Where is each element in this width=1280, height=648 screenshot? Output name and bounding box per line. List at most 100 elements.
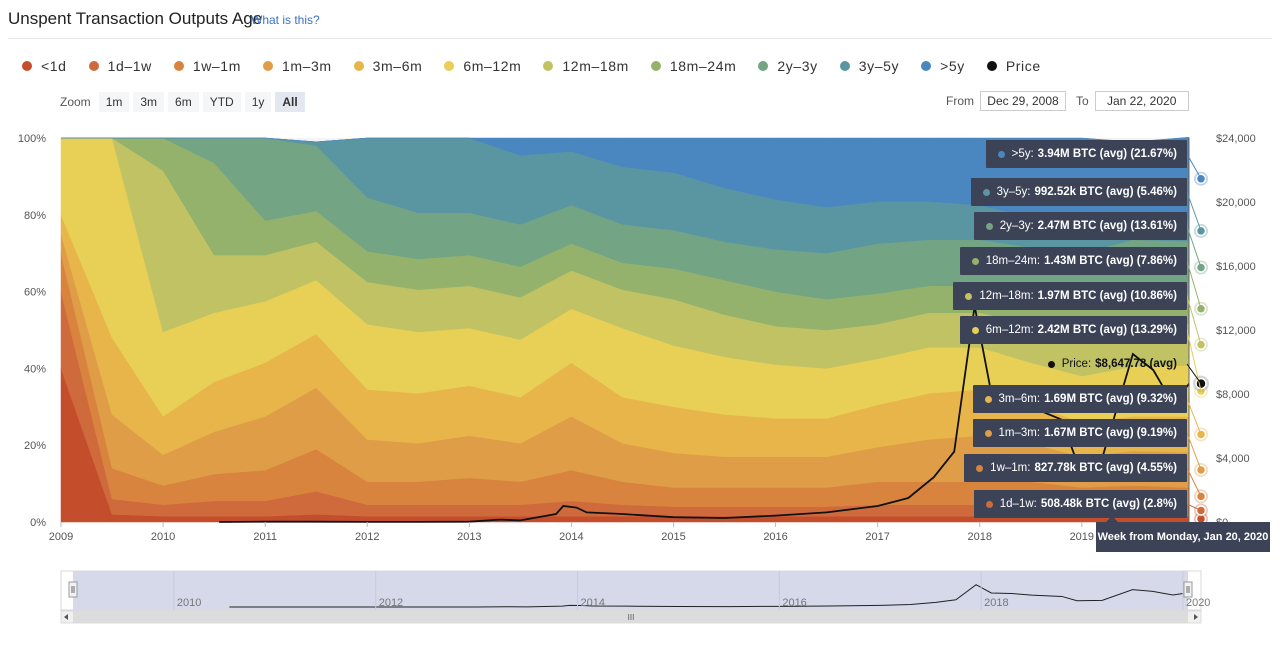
navigator-label: 2016 <box>782 597 806 609</box>
y-left-tick-label: 100% <box>18 133 46 145</box>
tooltip-item-1: 3y–5y: 992.52k BTC (avg) (5.46%) <box>970 178 1187 206</box>
legend-label: 1d–1w <box>107 58 152 74</box>
tooltip-dot <box>985 222 993 230</box>
tooltip-label: 3y–5y: <box>996 186 1031 198</box>
zoom-1y-button[interactable]: 1y <box>244 92 272 112</box>
y-right-tick-label: $20,000 <box>1216 197 1256 209</box>
tooltip-dot <box>1047 360 1055 368</box>
legend-label: 2y–3y <box>777 58 818 74</box>
tooltip-connector <box>1186 363 1202 384</box>
legend-item-5[interactable]: 6m–12m <box>444 58 521 74</box>
to-date-input[interactable] <box>1094 91 1189 111</box>
legend-dot <box>986 61 997 71</box>
tooltip-connector <box>1186 153 1202 180</box>
legend-item-2[interactable]: 1w–1m <box>173 58 241 74</box>
legend: <1d 1d–1w 1w–1m 1m–3m 3m–6m 6m–12m 12m–18m 18m–… <box>22 56 1063 76</box>
legend-item-10[interactable]: >5y <box>921 58 965 74</box>
zoom-all-button[interactable]: All <box>275 92 305 112</box>
legend-item-6[interactable]: 12m–18m <box>543 58 628 74</box>
navigator-frame <box>60 570 1202 611</box>
scroll-left-arrow-icon[interactable] <box>64 614 68 620</box>
tooltip-dot <box>971 326 979 334</box>
tooltip-item-10: 1d–1w: 508.48k BTC (avg) (2.8%) <box>973 490 1187 518</box>
legend-dot <box>22 61 32 71</box>
y-right-tick-label: $4,000 <box>1216 453 1250 465</box>
legend-dot <box>839 61 850 71</box>
legend-item-9[interactable]: 3y–5y <box>839 58 900 74</box>
what-is-this-link[interactable]: What is this? <box>251 13 320 27</box>
tooltip-item-2: 2y–3y: 2.47M BTC (avg) (13.61%) <box>973 212 1187 240</box>
x-tick-label: 2016 <box>763 531 787 543</box>
tooltip-label: Price: <box>1061 358 1092 370</box>
tooltip-dot <box>984 429 992 437</box>
x-tick-label: 2014 <box>559 531 583 543</box>
zoom-controls: Zoom 1m 3m 6m YTD 1y All <box>60 92 305 112</box>
legend-item-8[interactable]: 2y–3y <box>758 58 817 74</box>
legend-dot <box>88 61 99 71</box>
tooltip-value: 2.47M BTC (avg) (13.61%) <box>1037 220 1177 232</box>
navigator-price-line <box>229 584 1189 608</box>
zoom-6m-button[interactable]: 6m <box>168 92 199 112</box>
legend-item-1[interactable]: 1d–1w <box>88 58 152 74</box>
tooltip-item-0: >5y: 3.94M BTC (avg) (21.67%) <box>985 140 1187 168</box>
tooltip-value: 1.43M BTC (avg) (7.86%) <box>1044 255 1177 267</box>
navigator-left-handle[interactable] <box>68 581 78 598</box>
legend-label: <1d <box>41 58 67 74</box>
tooltip-item-4: 12m–18m: 1.97M BTC (avg) (10.86%) <box>953 282 1187 310</box>
from-date-input[interactable] <box>980 91 1066 111</box>
y-left-tick-label: 20% <box>24 440 46 452</box>
scroll-right-arrow-icon[interactable] <box>1194 614 1198 620</box>
zoom-3m-button[interactable]: 3m <box>133 92 165 112</box>
legend-dot <box>262 61 273 71</box>
tooltip-label: 3m–6m: <box>998 393 1041 405</box>
scrollbar-track[interactable] <box>60 610 1202 624</box>
zoom-ytd-button[interactable]: YTD <box>202 92 241 112</box>
tooltip-connector <box>1186 467 1202 497</box>
legend-label: 1m–3m <box>281 58 332 74</box>
tooltip-value: 2.42M BTC (avg) (13.29%) <box>1037 324 1177 336</box>
legend-item-4[interactable]: 3m–6m <box>353 58 423 74</box>
tooltip-value: 508.48k BTC (avg) (2.8%) <box>1040 498 1177 510</box>
legend-item-3[interactable]: 1m–3m <box>262 58 332 74</box>
tooltip-dot <box>976 464 984 472</box>
tooltip-dot <box>997 150 1005 158</box>
legend-item-7[interactable]: 18m–24m <box>650 58 736 74</box>
navigator-label: 2010 <box>177 597 201 609</box>
legend-dot <box>543 61 554 71</box>
tooltip-value: 1.69M BTC (avg) (9.32%) <box>1044 393 1177 405</box>
scrollbar-thumb[interactable] <box>73 611 1188 623</box>
tooltip-value: 992.52k BTC (avg) (5.46%) <box>1034 186 1177 198</box>
tooltip-dot <box>965 292 973 300</box>
navigator-right-handle[interactable] <box>1183 581 1193 598</box>
tooltip-connector <box>1186 432 1202 471</box>
tooltip-item-5: 6m–12m: 2.42M BTC (avg) (13.29%) <box>959 316 1187 344</box>
tooltip-item-7: 3m–6m: 1.69M BTC (avg) (9.32%) <box>972 385 1187 413</box>
legend-label: Price <box>1005 58 1041 74</box>
x-tick-label: 2011 <box>253 531 277 543</box>
tooltip-label: 1d–1w: <box>999 498 1037 510</box>
legend-dot <box>353 61 364 71</box>
header-divider <box>8 38 1272 39</box>
legend-label: 1w–1m <box>192 58 241 74</box>
x-tick-label: 2010 <box>151 531 175 543</box>
legend-dot <box>173 61 184 71</box>
tooltip-item-8: 1m–3m: 1.67M BTC (avg) (9.19%) <box>972 419 1187 447</box>
legend-label: >5y <box>940 58 965 74</box>
x-tick-label: 2012 <box>355 531 379 543</box>
tooltip-week-header: Week from Monday, Jan 20, 2020 <box>1096 516 1270 552</box>
x-tick-label: 2009 <box>49 531 73 543</box>
tooltip-dot <box>982 188 990 196</box>
tooltip-connector <box>1186 398 1202 435</box>
legend-item-0[interactable]: <1d <box>22 58 67 74</box>
to-label: To <box>1076 94 1089 108</box>
navigator-selection[interactable] <box>73 571 1188 610</box>
tooltip-label: 2y–3y: <box>999 220 1034 232</box>
tooltip-label: 1w–1m: <box>990 462 1031 474</box>
zoom-1m-button[interactable]: 1m <box>98 92 130 112</box>
tooltip-value: 827.78k BTC (avg) (4.55%) <box>1034 462 1177 474</box>
tooltip-value: 3.94M BTC (avg) (21.67%) <box>1037 148 1177 160</box>
y-right-tick-label: $8,000 <box>1216 389 1250 401</box>
tooltip-label: >5y: <box>1011 148 1034 160</box>
legend-item-11[interactable]: Price <box>986 58 1041 74</box>
legend-label: 3y–5y <box>858 58 900 74</box>
